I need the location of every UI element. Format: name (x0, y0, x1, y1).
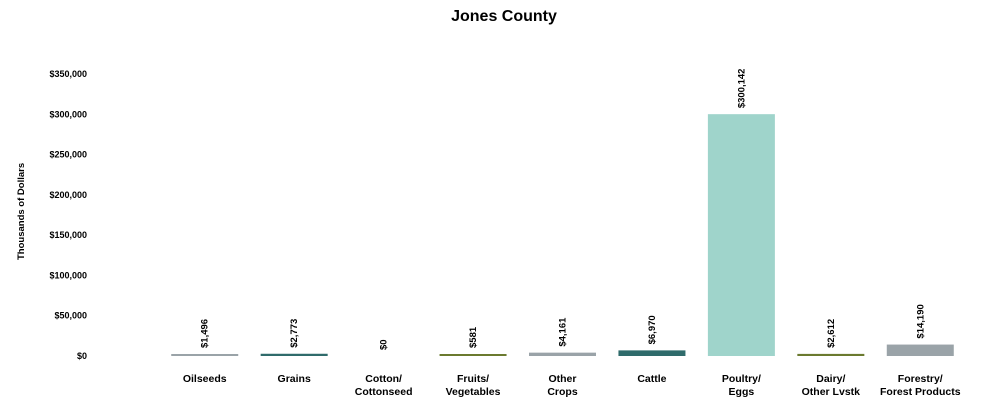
x-tick-label: Forestry/ (898, 373, 943, 385)
x-tick-label: Cotton/ (365, 373, 402, 385)
data-label: $300,142 (736, 69, 747, 109)
y-tick-label: $150,000 (49, 230, 87, 240)
bar (618, 350, 686, 356)
x-tick-label: Fruits/ (457, 373, 489, 385)
y-tick-label: $250,000 (49, 150, 87, 160)
x-tick-label: Other (548, 373, 576, 385)
bar (707, 114, 775, 357)
y-tick-label: $100,000 (49, 270, 87, 280)
data-label: $6,970 (647, 315, 658, 344)
y-tick-label: $300,000 (49, 109, 87, 119)
y-tick-label: $200,000 (49, 190, 87, 200)
data-label: $0 (379, 339, 390, 350)
data-label: $2,612 (826, 319, 837, 348)
y-tick-label: $350,000 (49, 69, 87, 79)
x-tick-label: Forest Products (880, 386, 961, 398)
bar (797, 353, 865, 356)
x-tick-label: Cattle (637, 373, 666, 385)
x-tick-label: Eggs (729, 386, 755, 398)
bar (260, 353, 328, 356)
x-tick-label: Crops (547, 386, 577, 398)
bar (529, 352, 596, 356)
x-tick-label: Poultry/ (722, 373, 761, 385)
x-tick-label: Other Lvstk (802, 386, 861, 398)
bar (886, 344, 954, 356)
data-label: $581 (468, 326, 479, 348)
chart-title: Jones County (451, 8, 557, 25)
y-tick-label: $50,000 (54, 311, 87, 321)
data-label: $1,496 (200, 319, 211, 348)
x-tick-label: Grains (278, 373, 311, 385)
data-label: $14,190 (915, 304, 926, 338)
x-tick-label: Vegetables (446, 386, 501, 398)
data-label: $2,773 (289, 319, 300, 348)
bar (171, 354, 239, 356)
x-tick-label: Oilseeds (183, 373, 227, 385)
y-tick-label: $0 (77, 351, 87, 361)
bar (439, 354, 507, 356)
data-label: $4,161 (558, 317, 569, 347)
x-tick-label: Dairy/ (816, 373, 845, 385)
x-tick-label: Cottonseed (355, 386, 413, 398)
